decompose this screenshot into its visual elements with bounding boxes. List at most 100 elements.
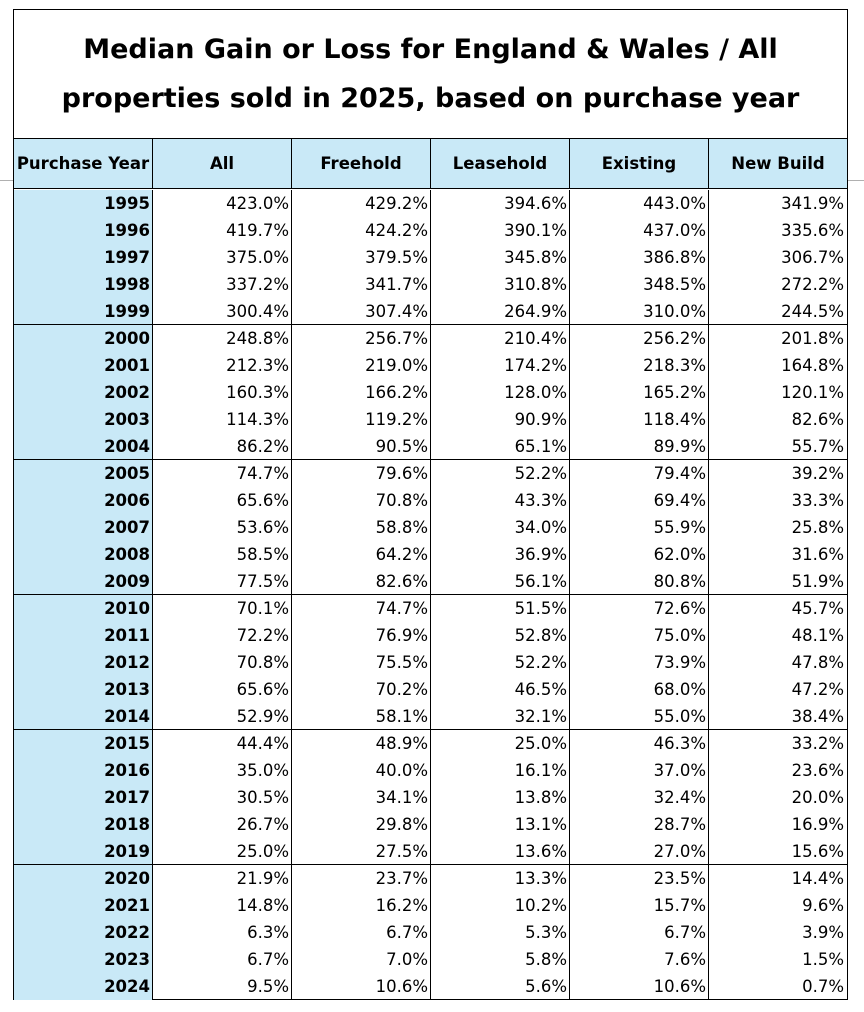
table-row: 1996 419.7% 424.2% 390.1% 437.0% 335.6% [14,217,847,244]
value-cell: 5.8% [525,950,567,969]
table-row: 2003 114.3% 119.2% 90.9% 118.4% 82.6% [14,406,847,433]
value-cell: 166.2% [365,383,428,402]
value-cell: 75.0% [653,626,706,645]
value-cell: 118.4% [643,410,706,429]
value-cell: 244.5% [781,302,844,321]
purchase-year-cell: 2009 [104,572,150,591]
value-cell: 119.2% [365,410,428,429]
value-cell: 51.5% [514,599,567,618]
value-cell: 1.5% [802,950,844,969]
value-cell: 90.5% [375,437,428,456]
value-cell: 5.3% [525,923,567,942]
group-separator [14,864,847,865]
purchase-year-cell: 1999 [104,302,150,321]
value-cell: 16.2% [375,896,428,915]
value-cell: 120.1% [781,383,844,402]
value-cell: 20.0% [791,788,844,807]
value-cell: 390.1% [504,221,567,240]
table-row: 2012 70.8% 75.5% 52.2% 73.9% 47.8% [14,649,847,676]
purchase-year-cell: 2022 [104,923,150,942]
value-cell: 6.7% [664,923,706,942]
group-separator [14,594,847,595]
value-cell: 335.6% [781,221,844,240]
value-cell: 37.0% [653,761,706,780]
table-frame: Median Gain or Loss for England & Wales … [13,9,848,1000]
value-cell: 25.0% [514,734,567,753]
column-divider [291,190,292,1000]
value-cell: 174.2% [504,356,567,375]
value-cell: 16.9% [791,815,844,834]
table-title: Median Gain or Loss for England & Wales … [61,34,800,114]
header-row: Purchase Year All Freehold Leasehold Existin… [14,138,847,189]
value-cell: 34.1% [375,788,428,807]
value-cell: 79.4% [653,464,706,483]
column-header-3: Leasehold [431,139,570,188]
table-row: 2004 86.2% 90.5% 65.1% 89.9% 55.7% [14,433,847,460]
column-divider [430,190,431,1000]
table-row: 2005 74.7% 79.6% 52.2% 79.4% 39.2% [14,460,847,487]
value-cell: 341.7% [365,275,428,294]
purchase-year-cell: 2015 [104,734,150,753]
table-row: 1997 375.0% 379.5% 345.8% 386.8% 306.7% [14,244,847,271]
value-cell: 72.2% [236,626,289,645]
column-divider [569,190,570,1000]
purchase-year-cell: 2021 [104,896,150,915]
value-cell: 386.8% [643,248,706,267]
value-cell: 443.0% [643,194,706,213]
purchase-year-cell: 1997 [104,248,150,267]
purchase-year-cell: 2008 [104,545,150,564]
value-cell: 58.5% [236,545,289,564]
value-cell: 23.7% [375,869,428,888]
value-cell: 219.0% [365,356,428,375]
table-row: 2000 248.8% 256.7% 210.4% 256.2% 201.8% [14,325,847,352]
purchase-year-cell: 1996 [104,221,150,240]
value-cell: 114.3% [226,410,289,429]
value-cell: 272.2% [781,275,844,294]
table-row: 2015 44.4% 48.9% 25.0% 46.3% 33.2% [14,730,847,757]
value-cell: 70.8% [236,653,289,672]
column-header-2: Freehold [292,139,431,188]
value-cell: 437.0% [643,221,706,240]
value-cell: 16.1% [514,761,567,780]
value-cell: 13.3% [514,869,567,888]
purchase-year-cell: 2014 [104,707,150,726]
table-row: 2020 21.9% 23.7% 13.3% 23.5% 14.4% [14,865,847,892]
value-cell: 73.9% [653,653,706,672]
purchase-year-cell: 2006 [104,491,150,510]
table-row: 2013 65.6% 70.2% 46.5% 68.0% 47.2% [14,676,847,703]
value-cell: 27.5% [375,842,428,861]
column-divider [708,190,709,1000]
value-cell: 6.3% [247,923,289,942]
purchase-year-cell: 2023 [104,950,150,969]
value-cell: 35.0% [236,761,289,780]
value-cell: 58.1% [375,707,428,726]
table-row: 1999 300.4% 307.4% 264.9% 310.0% 244.5% [14,298,847,325]
value-cell: 89.9% [653,437,706,456]
value-cell: 48.9% [375,734,428,753]
value-cell: 3.9% [802,923,844,942]
value-cell: 23.5% [653,869,706,888]
value-cell: 0.7% [802,977,844,996]
purchase-year-cell: 1995 [104,194,150,213]
value-cell: 248.8% [226,329,289,348]
value-cell: 341.9% [781,194,844,213]
purchase-year-cell: 2011 [104,626,150,645]
value-cell: 33.3% [791,491,844,510]
purchase-year-cell: 2024 [104,977,150,996]
value-cell: 90.9% [514,410,567,429]
value-cell: 29.8% [375,815,428,834]
table-row: 2002 160.3% 166.2% 128.0% 165.2% 120.1% [14,379,847,406]
value-cell: 43.3% [514,491,567,510]
purchase-year-cell: 2002 [104,383,150,402]
value-cell: 300.4% [226,302,289,321]
value-cell: 5.6% [525,977,567,996]
purchase-year-cell: 2020 [104,869,150,888]
value-cell: 45.7% [791,599,844,618]
value-cell: 13.1% [514,815,567,834]
value-cell: 30.5% [236,788,289,807]
purchase-year-cell: 2010 [104,599,150,618]
purchase-year-cell: 2012 [104,653,150,672]
value-cell: 379.5% [365,248,428,267]
value-cell: 65.1% [514,437,567,456]
value-cell: 307.4% [365,302,428,321]
